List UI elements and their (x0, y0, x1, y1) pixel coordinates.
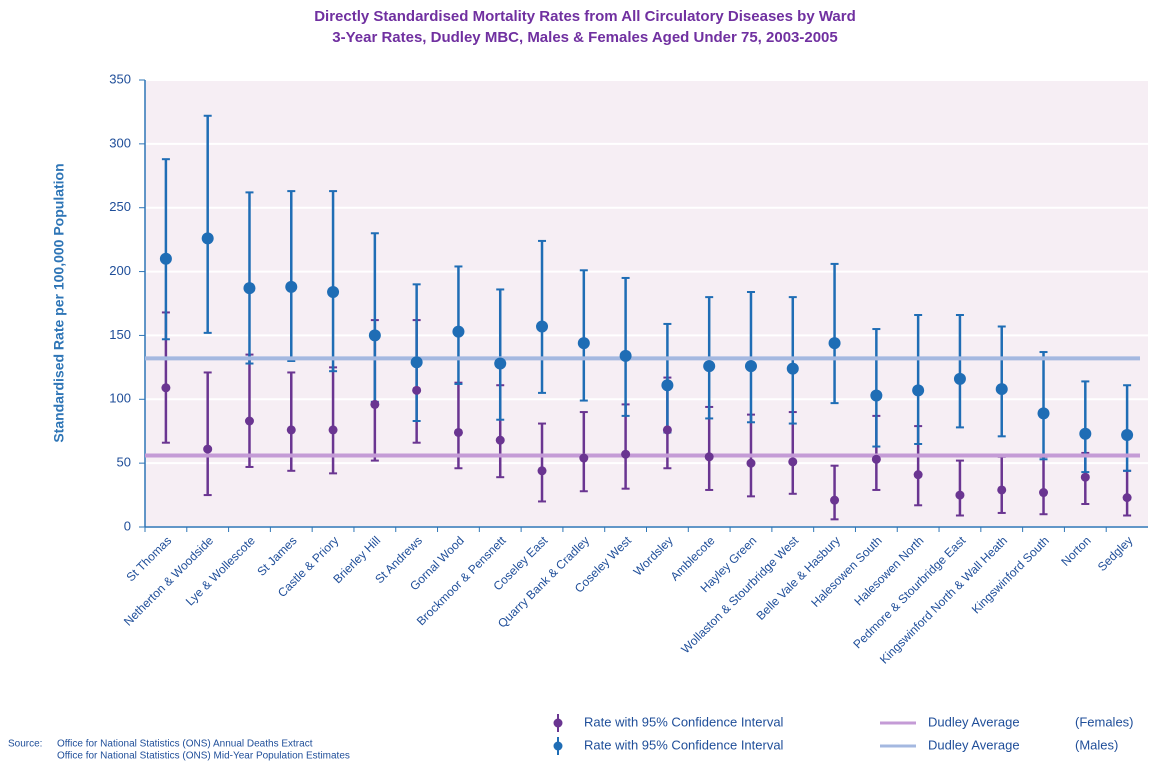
y-tick-label: 150 (109, 327, 131, 342)
legend-label: (Males) (1075, 737, 1118, 752)
point (828, 337, 841, 350)
point (327, 286, 340, 299)
point (619, 349, 632, 362)
y-tick-label: 0 (124, 518, 131, 533)
y-tick-label: 300 (109, 135, 131, 150)
source-line: Office for National Statistics (ONS) Ann… (57, 739, 313, 750)
point (370, 399, 380, 409)
point (537, 466, 547, 476)
point (1122, 493, 1132, 503)
point (744, 360, 757, 373)
y-tick-label: 250 (109, 199, 131, 214)
point (243, 282, 256, 295)
point (286, 425, 296, 435)
legend-label: Rate with 95% Confidence Interval (584, 714, 784, 729)
legend-label: Rate with 95% Confidence Interval (584, 737, 784, 752)
point (786, 362, 799, 375)
point (1079, 427, 1092, 440)
point (1037, 407, 1050, 420)
plot-area (145, 80, 1148, 527)
y-axis-title: Standardised Rate per 100,000 Population (51, 163, 67, 442)
point (1121, 429, 1134, 442)
x-tick-label: Halesowen South (808, 533, 884, 609)
point (494, 357, 507, 370)
point (995, 383, 1008, 396)
legend-marker (553, 718, 563, 728)
y-tick-label: 100 (109, 391, 131, 406)
point (997, 485, 1007, 495)
point (704, 452, 714, 462)
point (410, 356, 423, 369)
point (955, 490, 965, 500)
point (203, 444, 213, 454)
point (621, 449, 631, 459)
chart-subtitle: 3-Year Rates, Dudley MBC, Males & Female… (332, 29, 838, 46)
x-tick-label: Norton (1058, 533, 1093, 568)
point (579, 453, 589, 463)
chart-title: Directly Standardised Mortality Rates fr… (314, 8, 856, 25)
point (328, 425, 338, 435)
point (536, 320, 549, 333)
legend-label: Dudley Average (928, 714, 1020, 729)
point (452, 325, 465, 338)
x-tick-label: Kingswinford South (969, 533, 1052, 616)
point (495, 435, 505, 445)
point (453, 427, 463, 437)
source-line: Office for National Statistics (ONS) Mid… (57, 751, 350, 762)
point (661, 379, 674, 392)
point (161, 383, 171, 393)
point (788, 457, 798, 467)
legend-label: (Females) (1075, 714, 1134, 729)
y-tick-label: 200 (109, 263, 131, 278)
point (953, 372, 966, 385)
point (662, 425, 672, 435)
point (1039, 488, 1049, 498)
point (912, 384, 925, 397)
x-tick-label: Sedgley (1095, 533, 1136, 574)
point (913, 470, 923, 480)
point (703, 360, 716, 373)
point (285, 280, 298, 293)
point (577, 337, 590, 350)
point (244, 416, 254, 426)
point (870, 389, 883, 402)
point (412, 385, 422, 395)
y-tick-label: 350 (109, 71, 131, 86)
point (201, 232, 214, 245)
legend-marker (553, 741, 563, 751)
point (746, 458, 756, 468)
point (159, 252, 172, 265)
point (368, 329, 381, 342)
point (871, 454, 881, 464)
y-tick-label: 50 (117, 455, 131, 470)
legend-label: Dudley Average (928, 737, 1020, 752)
point (830, 495, 840, 505)
point (1080, 472, 1090, 482)
source-label: Source: (8, 739, 42, 750)
